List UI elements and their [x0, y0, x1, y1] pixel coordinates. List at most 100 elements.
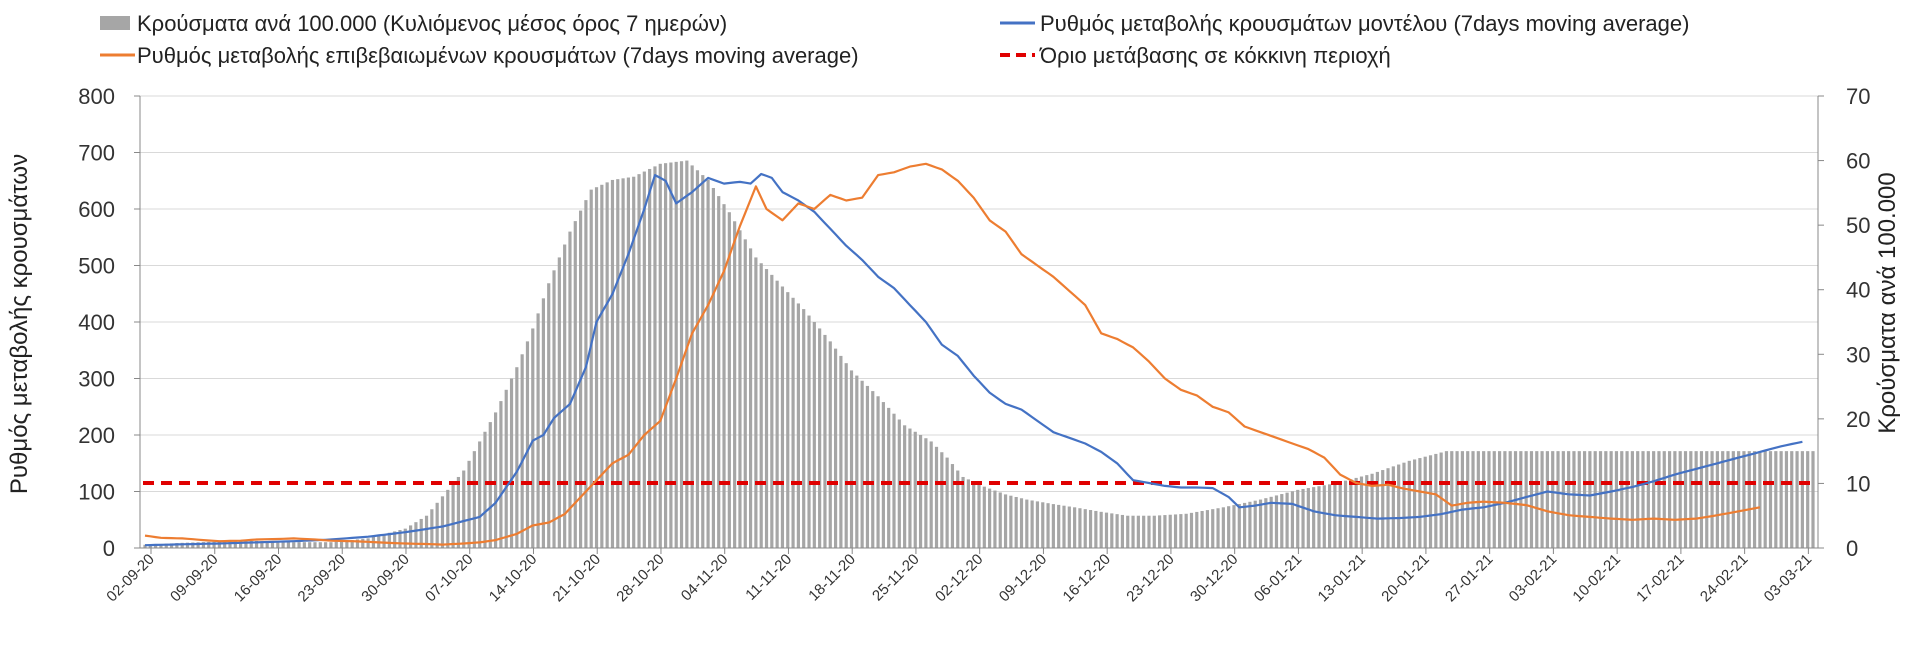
bar [1343, 480, 1348, 548]
bar [494, 412, 498, 548]
bar [1073, 507, 1077, 548]
bar [796, 303, 800, 548]
bar [1471, 451, 1475, 548]
x-tick-label: 24-02-21 [1697, 551, 1751, 605]
bar [1173, 514, 1178, 548]
bar [733, 221, 737, 549]
bar [711, 188, 715, 548]
bar [1742, 451, 1746, 548]
bar [525, 341, 530, 548]
bar [1625, 451, 1629, 548]
bar [478, 441, 482, 548]
confirmed-rate-line [144, 162, 1761, 546]
bar [918, 435, 923, 548]
bar [1774, 451, 1778, 548]
bar [1683, 451, 1688, 548]
x-tick-label: 23-09-20 [295, 551, 349, 605]
bar [196, 542, 200, 548]
bar [637, 174, 641, 549]
bar [345, 540, 349, 548]
bar [1014, 496, 1018, 548]
bar [1375, 471, 1380, 548]
bar [531, 328, 535, 548]
bar [1067, 506, 1071, 548]
legend: Κρούσματα ανά 100.000 (Κυλιόμενος μέσος … [100, 11, 1689, 68]
legend-threshold-label: Όριο μετάβασης σε κόκκινη περιοχή [1039, 43, 1391, 68]
x-tick-label: 30-09-20 [358, 551, 412, 605]
bar [366, 538, 370, 548]
bar [1407, 460, 1411, 548]
bar [903, 425, 907, 548]
bar [1503, 451, 1507, 548]
bar [658, 163, 662, 549]
bar [515, 367, 519, 548]
bar [1731, 451, 1735, 548]
bar [313, 542, 317, 548]
bar [520, 354, 524, 548]
bar [945, 457, 949, 548]
x-tick-label: 04-11-20 [678, 551, 732, 605]
bar [764, 269, 769, 548]
x-tick-label: 11-11-20 [742, 551, 795, 604]
bar [541, 298, 546, 548]
x-tick-label: 09-09-20 [167, 551, 221, 605]
bar [573, 221, 577, 548]
bar [148, 544, 152, 548]
bar [648, 168, 652, 549]
bar [653, 166, 657, 548]
bar [802, 309, 806, 548]
bar [1046, 503, 1050, 548]
bar [1237, 503, 1241, 548]
bar [361, 538, 365, 548]
bar [1051, 504, 1055, 548]
bar [1136, 515, 1140, 548]
bar [557, 257, 561, 548]
bar [1003, 494, 1008, 548]
bar [584, 200, 588, 548]
bar [1614, 451, 1619, 548]
bar [223, 541, 227, 548]
bar [1152, 515, 1156, 548]
bar [1636, 451, 1640, 548]
bar [823, 334, 827, 548]
right-tick-label: 60 [1846, 149, 1870, 174]
bar [1328, 484, 1332, 548]
bar [818, 328, 822, 548]
bar [1370, 473, 1374, 548]
bar [1078, 508, 1082, 548]
bar-series [143, 160, 1815, 549]
bar [998, 492, 1002, 548]
bar [669, 162, 673, 548]
bar [844, 363, 848, 548]
bar [1264, 498, 1268, 548]
bar [940, 452, 944, 548]
bar [1641, 451, 1645, 548]
bar [563, 244, 567, 548]
bar [244, 541, 248, 548]
bar [1652, 451, 1656, 548]
bar [509, 378, 514, 548]
bar [424, 515, 429, 548]
bar [440, 496, 445, 548]
bar [1678, 451, 1682, 548]
bar [297, 542, 301, 548]
bar [1285, 492, 1289, 548]
x-tick-label: 30-12-20 [1187, 551, 1241, 605]
bar [780, 286, 785, 548]
bar [1115, 514, 1119, 548]
bar [1349, 479, 1353, 548]
bar [1529, 451, 1534, 548]
bar [409, 525, 413, 548]
bar [1721, 451, 1725, 548]
bar [1088, 510, 1093, 548]
bar [207, 541, 211, 548]
bar [1768, 451, 1773, 548]
bar [600, 184, 604, 549]
bar [1699, 451, 1704, 548]
x-tick-label: 14-10-20 [486, 551, 540, 605]
bar [1556, 451, 1560, 548]
bar [318, 542, 322, 548]
bar [605, 182, 609, 548]
bar [1604, 451, 1608, 548]
x-tick-label: 20-01-21 [1378, 551, 1432, 605]
